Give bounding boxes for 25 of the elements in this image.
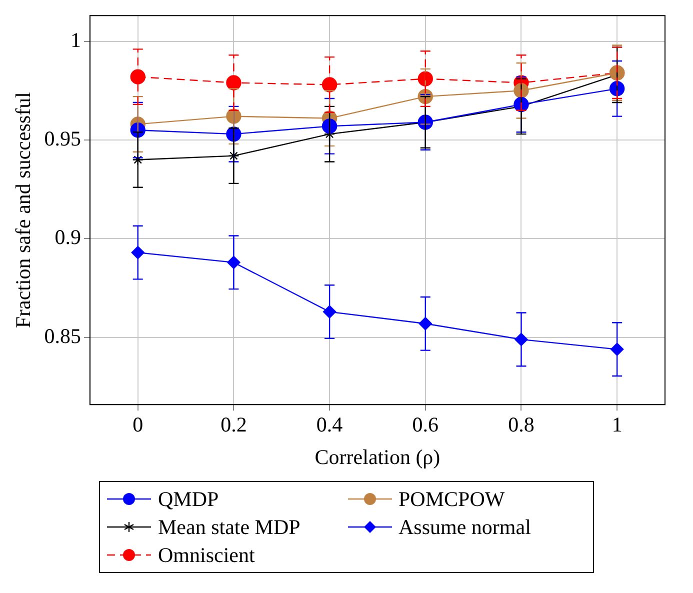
legend-label: Mean state MDP [158, 514, 300, 540]
point [132, 154, 144, 166]
legend-label: POMCPOW [398, 486, 505, 512]
x-tick-label: 0.6 [412, 412, 439, 437]
x-tick-label: 0.8 [508, 412, 534, 437]
y-tick-label: 1 [70, 28, 81, 52]
point [609, 81, 625, 96]
x-axis-title: Correlation (ρ) [314, 444, 440, 469]
legend-label: Omniscient [158, 542, 255, 568]
x-tick-label: 1 [612, 412, 622, 437]
point [228, 150, 240, 162]
x-tick-label: 0 [132, 412, 144, 437]
y-tick-label: 0.85 [44, 324, 81, 348]
x-tick-label: 0.4 [316, 412, 344, 437]
point [322, 118, 338, 134]
y-tick-label: 0.9 [54, 225, 81, 250]
legend-label: QMDP [158, 486, 219, 512]
point [322, 77, 338, 92]
y-tick-label: 0.95 [44, 126, 81, 151]
legend-label: Assume normal [398, 514, 531, 540]
point [130, 69, 146, 84]
x-tick-label: 0.2 [220, 412, 247, 437]
point [418, 71, 433, 86]
y-axis-title: Fraction safe and successful [11, 92, 36, 328]
point [322, 305, 336, 318]
